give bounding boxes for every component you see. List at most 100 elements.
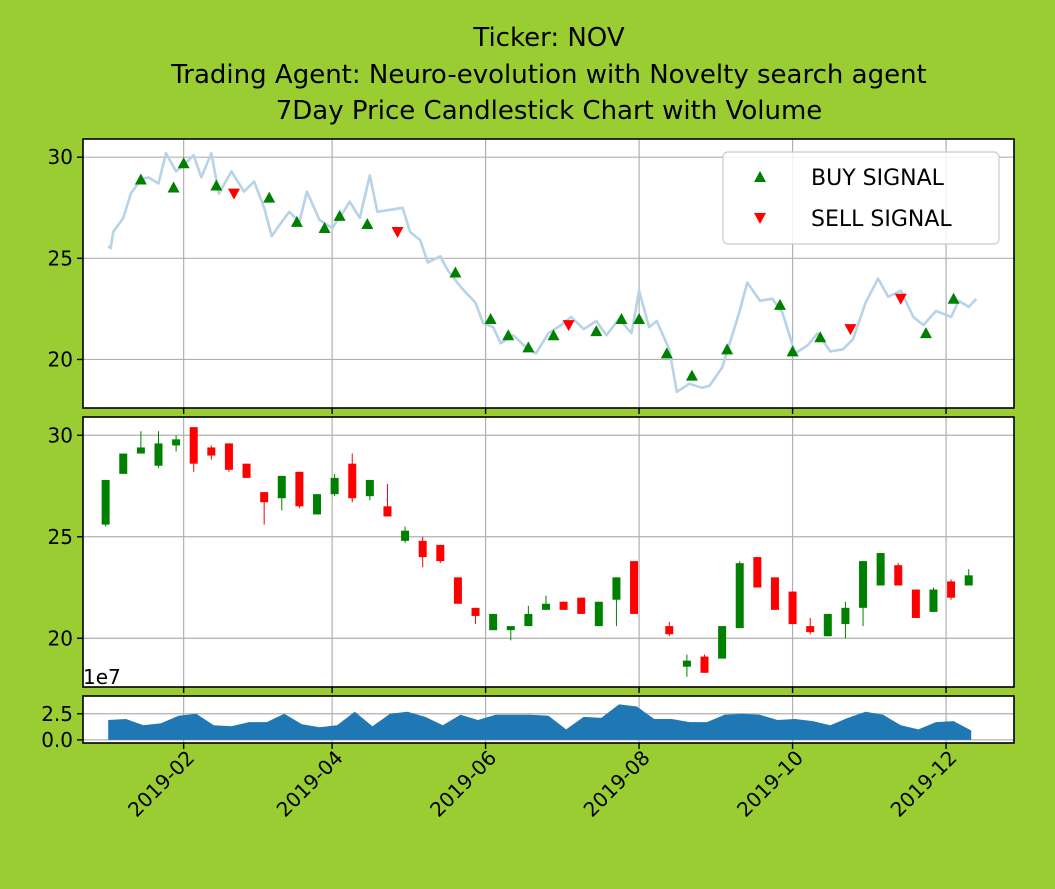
sell-signal-marker-4 bbox=[894, 293, 907, 305]
buy-signal-marker-8 bbox=[361, 217, 374, 229]
candle-body-46 bbox=[929, 589, 938, 612]
candle-body-35 bbox=[735, 563, 744, 629]
candle-body-6 bbox=[207, 447, 216, 456]
candle-body-30 bbox=[630, 561, 639, 614]
panel-1-ytick-label-1: 25 bbox=[48, 246, 73, 270]
panel-3-ytick-label-0: 0.0 bbox=[41, 728, 73, 752]
buy-signal-marker-10 bbox=[484, 313, 497, 325]
candle-body-48 bbox=[964, 575, 973, 586]
candle-body-15 bbox=[365, 479, 374, 497]
buy-signal-marker-6 bbox=[318, 221, 331, 233]
buy-signal-marker-15 bbox=[615, 313, 628, 325]
candle-body-5 bbox=[189, 427, 198, 464]
panel-frame-3 bbox=[82, 695, 1015, 744]
candle-body-25 bbox=[541, 603, 550, 610]
candle-body-22 bbox=[489, 613, 498, 631]
x-tick-label-5: 2019-12 bbox=[886, 746, 962, 822]
candle-body-7 bbox=[224, 443, 233, 470]
candle-body-27 bbox=[577, 597, 586, 614]
legend: BUY SIGNAL SELL SIGNAL bbox=[722, 151, 1000, 245]
x-tick-label-3: 2019-08 bbox=[579, 746, 655, 822]
candle-body-2 bbox=[136, 447, 145, 454]
candle-body-47 bbox=[947, 581, 956, 598]
sell-signal-marker-3 bbox=[844, 324, 857, 336]
panel-3-ytick-label-1: 2.5 bbox=[41, 702, 73, 726]
candle-body-28 bbox=[594, 601, 603, 627]
candle-body-21 bbox=[471, 607, 480, 616]
candle-body-17 bbox=[401, 530, 410, 541]
candle-body-43 bbox=[876, 553, 885, 586]
candle-body-3 bbox=[154, 443, 163, 466]
buy-signal-marker-2 bbox=[177, 157, 190, 169]
sell-signal-marker-1 bbox=[391, 227, 404, 239]
buy-signal-marker-12 bbox=[522, 341, 535, 353]
candle-body-24 bbox=[524, 613, 533, 627]
x-tick-label-2: 2019-06 bbox=[425, 746, 501, 822]
candle-body-9 bbox=[260, 492, 269, 503]
candle-body-29 bbox=[612, 577, 621, 600]
buy-signal-marker-16 bbox=[633, 313, 646, 325]
chart-title-line-2: Trading Agent: Neuro-evolution with Nove… bbox=[170, 60, 927, 90]
buy-signal-marker-24 bbox=[947, 292, 960, 304]
candle-body-23 bbox=[506, 626, 515, 631]
buy-signal-marker-20 bbox=[773, 298, 786, 310]
buy-signal-marker-13 bbox=[547, 329, 560, 341]
panel-1-ytick-label-0: 20 bbox=[48, 347, 73, 371]
candle-body-36 bbox=[753, 557, 762, 588]
candle-body-18 bbox=[418, 540, 427, 558]
candle-body-13 bbox=[330, 477, 339, 495]
buy-signal-marker-22 bbox=[814, 331, 827, 343]
candle-body-8 bbox=[242, 463, 251, 478]
buy-signal-marker-9 bbox=[449, 266, 462, 278]
legend-sell-marker bbox=[754, 213, 766, 224]
buy-signal-marker-21 bbox=[786, 345, 799, 357]
panel-2-ytick-label-2: 30 bbox=[48, 423, 73, 447]
sell-signal-marker-0 bbox=[227, 188, 240, 200]
candle-body-33 bbox=[700, 656, 709, 673]
candle-body-41 bbox=[841, 607, 850, 625]
volume-offset-label: 1e7 bbox=[83, 665, 121, 689]
legend-buy-marker bbox=[754, 171, 766, 182]
panel-2-ytick-label-1: 25 bbox=[48, 525, 73, 549]
buy-signal-marker-23 bbox=[919, 327, 932, 339]
chart-title-line-3: 7Day Price Candlestick Chart with Volume bbox=[276, 96, 823, 126]
candle-body-1 bbox=[119, 453, 128, 474]
candle-body-12 bbox=[313, 494, 322, 515]
chart-title-line-1: Ticker: NOV bbox=[472, 23, 624, 53]
candle-body-39 bbox=[806, 626, 815, 633]
candle-body-20 bbox=[453, 577, 462, 604]
legend-sell-label: SELL SIGNAL bbox=[811, 207, 952, 232]
buy-signal-marker-3 bbox=[210, 179, 223, 191]
candle-body-40 bbox=[823, 613, 832, 637]
candle-body-14 bbox=[348, 463, 357, 499]
candle-body-16 bbox=[383, 506, 392, 517]
buy-signal-marker-0 bbox=[134, 173, 147, 185]
buy-signal-marker-18 bbox=[685, 369, 698, 381]
candle-body-19 bbox=[436, 544, 445, 562]
candle-body-38 bbox=[788, 591, 797, 625]
candle-body-44 bbox=[894, 565, 903, 586]
legend-buy-label: BUY SIGNAL bbox=[811, 166, 945, 191]
panel-frame-2 bbox=[82, 416, 1015, 688]
buy-signal-marker-7 bbox=[333, 209, 346, 221]
candle-body-11 bbox=[295, 471, 304, 507]
panel-bg-2 bbox=[83, 417, 1014, 687]
legend-box bbox=[722, 151, 1000, 245]
candle-body-32 bbox=[682, 660, 691, 667]
candle-body-10 bbox=[277, 475, 286, 499]
candle-body-37 bbox=[770, 577, 779, 610]
candle-body-31 bbox=[665, 626, 674, 635]
buy-signal-marker-4 bbox=[263, 191, 276, 203]
buy-signal-marker-11 bbox=[502, 329, 515, 341]
candle-body-0 bbox=[101, 479, 110, 525]
panel-frame-1 bbox=[82, 138, 1015, 409]
buy-signal-marker-14 bbox=[590, 325, 603, 337]
candle-body-26 bbox=[559, 601, 568, 610]
candle-body-42 bbox=[859, 561, 868, 608]
buy-signal-marker-17 bbox=[660, 347, 673, 359]
buy-signal-marker-1 bbox=[167, 181, 180, 193]
x-tick-label-4: 2019-10 bbox=[732, 746, 808, 822]
candle-body-4 bbox=[172, 439, 181, 446]
buy-signal-marker-19 bbox=[721, 343, 734, 355]
